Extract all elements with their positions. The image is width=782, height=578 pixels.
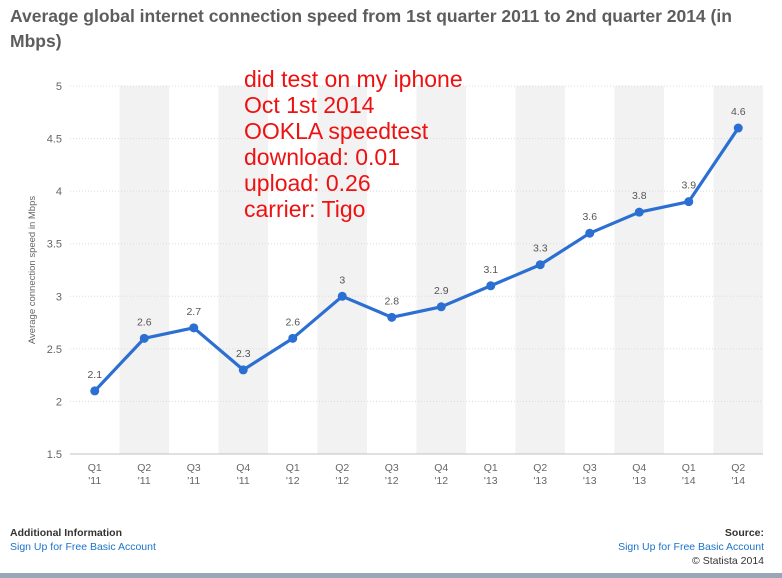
background-band [614, 86, 664, 454]
x-tick-label: Q3'12 [385, 462, 399, 487]
data-point [238, 365, 248, 375]
y-tick-label: 1.5 [47, 449, 62, 461]
data-label: 2.8 [384, 295, 399, 307]
y-tick-label: 2 [56, 396, 62, 408]
signup-link-right[interactable]: Sign Up for Free Basic Account [618, 541, 764, 553]
data-label: 3.9 [681, 180, 696, 192]
data-label: 3 [339, 274, 345, 286]
data-label: 3.8 [632, 190, 647, 202]
annotation-line: upload: 0.26 [244, 170, 371, 196]
data-label: 2.1 [87, 369, 102, 381]
data-label: 3.3 [533, 243, 548, 255]
annotation-line: Oct 1st 2014 [244, 92, 375, 118]
x-tick-label: Q2'14 [731, 462, 745, 487]
signup-link-left[interactable]: Sign Up for Free Basic Account [10, 541, 156, 553]
background-band [713, 86, 763, 454]
data-label: 4.6 [731, 106, 746, 118]
data-label: 2.6 [137, 316, 152, 328]
y-tick-label: 3.5 [47, 239, 62, 251]
data-point [288, 333, 298, 343]
annotation-line: carrier: Tigo [244, 196, 366, 222]
data-point [189, 323, 199, 333]
x-tick-label: Q1'14 [682, 462, 696, 487]
data-point [684, 197, 694, 207]
data-label: 2.7 [186, 306, 201, 318]
data-point [337, 291, 347, 301]
data-label: 3.1 [483, 264, 498, 276]
data-point [634, 207, 644, 217]
annotation-text: did test on my iphone Oct 1st 2014 OOKLA… [244, 66, 463, 222]
data-point [535, 260, 545, 270]
x-tick-label: Q2'13 [533, 462, 547, 487]
data-point [486, 281, 496, 291]
y-tick-label: 3 [56, 291, 62, 303]
line-chart: 1.5 2 2.5 3 3.5 4 4.5 5 Average connection speed… [27, 81, 763, 487]
x-tick-label: Q1'13 [484, 462, 498, 487]
background-band [218, 86, 268, 454]
annotation-line: OOKLA speedtest [244, 118, 429, 144]
data-point [387, 312, 397, 322]
x-tick-label: Q4'13 [632, 462, 646, 487]
series-line [93, 127, 740, 393]
x-tick-label: Q4'12 [434, 462, 448, 487]
y-tick-label: 5 [56, 81, 62, 93]
source-heading: Source: [724, 527, 764, 539]
x-tick-label: Q2'11 [137, 462, 151, 487]
additional-info-heading: Additional Information [10, 527, 122, 539]
background-band [119, 86, 169, 454]
footer-additional-info: Additional Information Sign Up for Free … [10, 526, 156, 554]
chart-title: Average global internet connection speed… [10, 6, 732, 51]
background-band [515, 86, 565, 454]
y-tick-label: 4.5 [47, 134, 62, 146]
y-axis-label: Average connection speed in Mbps [27, 196, 38, 344]
x-tick-label: Q1'12 [286, 462, 300, 487]
data-point [139, 333, 149, 343]
x-tick-label: Q4'11 [236, 462, 250, 487]
data-point [733, 123, 743, 133]
data-label: 2.3 [236, 348, 251, 360]
data-label: 2.6 [285, 316, 300, 328]
data-point [436, 302, 446, 312]
data-label: 2.9 [434, 285, 449, 297]
background-band [416, 86, 466, 454]
background-band [317, 86, 367, 454]
copyright-text: © Statista 2014 [692, 555, 764, 567]
x-tick-label: Q3'13 [583, 462, 597, 487]
x-tick-label: Q1'11 [88, 462, 102, 487]
data-point [90, 386, 100, 396]
bottom-scrollbar[interactable] [0, 573, 782, 578]
annotation-line: did test on my iphone [244, 66, 463, 92]
x-tick-label: Q3'11 [187, 462, 201, 487]
annotation-line: download: 0.01 [244, 144, 401, 170]
data-label: 3.6 [582, 211, 597, 223]
data-point [585, 228, 595, 238]
y-tick-label: 4 [56, 186, 62, 198]
x-tick-label: Q2'12 [335, 462, 349, 487]
footer-source: Source: Sign Up for Free Basic Account ©… [618, 526, 764, 568]
y-tick-label: 2.5 [47, 344, 62, 356]
